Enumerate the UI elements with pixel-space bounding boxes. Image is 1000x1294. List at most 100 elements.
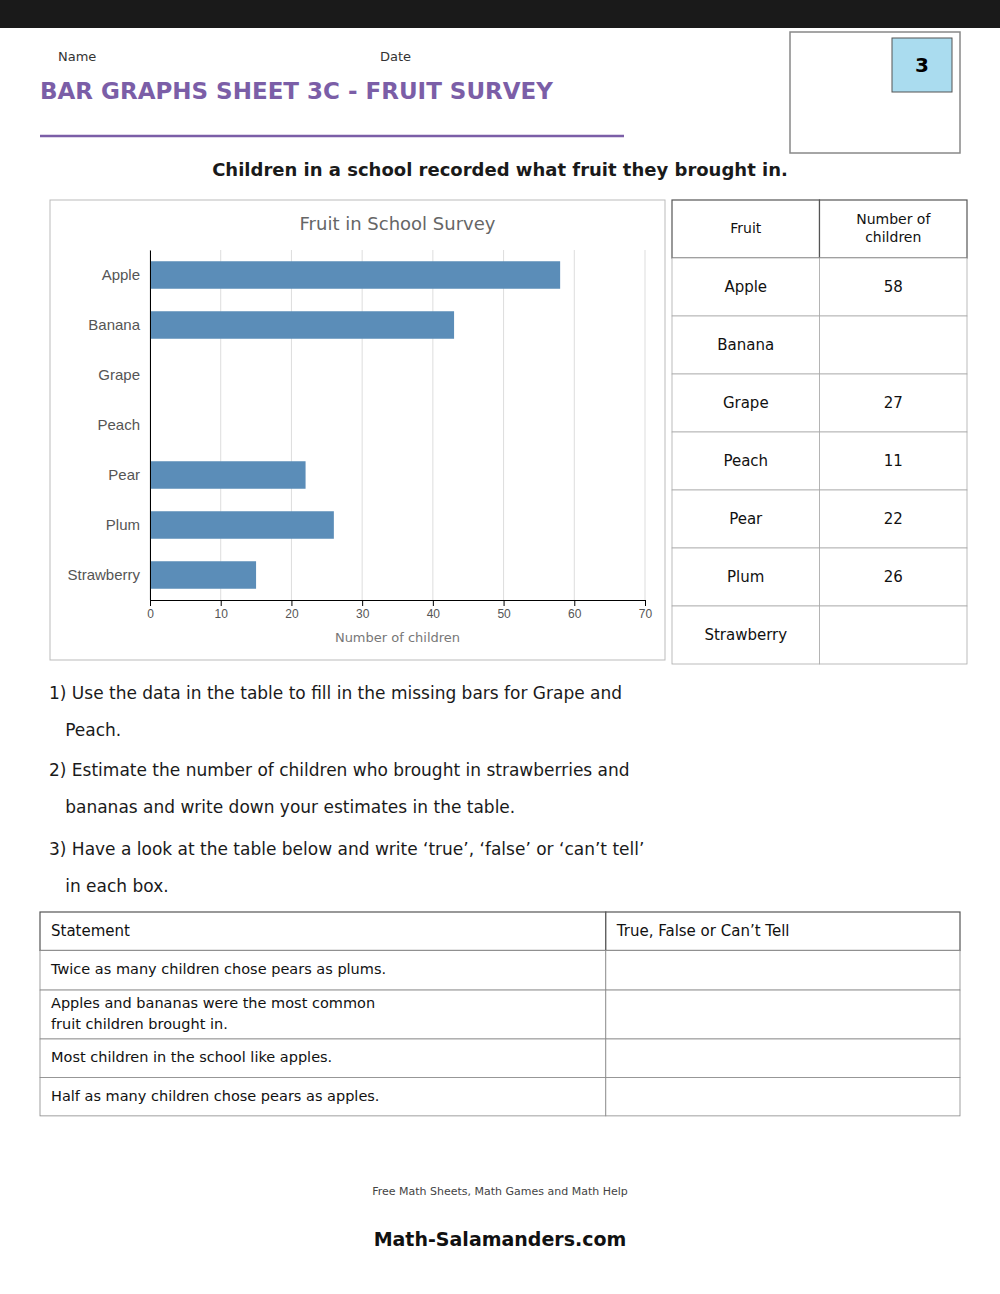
x-tick: 70 <box>639 600 653 621</box>
x-tick: 50 <box>497 600 511 621</box>
grid-line <box>291 250 292 600</box>
x-axis: 0 10 20 30 40 50 60 70 <box>147 600 652 621</box>
axis-line <box>151 601 646 607</box>
badge-frame <box>790 32 960 153</box>
bars <box>150 261 560 589</box>
table-cell <box>672 606 820 664</box>
tick-label: Pear <box>108 466 140 483</box>
y-tick: Plum <box>106 516 150 533</box>
tick-label: Apple <box>102 266 140 283</box>
table-value: 58 <box>884 278 903 296</box>
y-tick: Peach <box>97 416 150 433</box>
y-tick: Apple <box>102 266 150 283</box>
bar-chart: Fruit in School Survey 0 10 20 30 40 50 60 70 Num… <box>67 213 652 645</box>
grid-line <box>150 250 151 600</box>
tick-label: Banana <box>88 316 140 333</box>
instruction: 1) Use the data in the table to fill in … <box>49 683 622 703</box>
x-tick: 60 <box>568 600 582 621</box>
table-value: 22 <box>884 510 903 528</box>
title-underline <box>40 135 624 138</box>
tick-label: 40 <box>427 607 441 621</box>
tick-label: 50 <box>497 607 511 621</box>
table-cell <box>820 258 968 316</box>
grid-line <box>645 250 646 600</box>
grid-line <box>220 250 221 600</box>
tick-mark <box>291 600 292 606</box>
statement: Apples and bananas were the most commonf… <box>51 995 375 1032</box>
badge: 3 <box>790 32 960 153</box>
table-cell <box>672 374 820 432</box>
statement-cell <box>40 1039 606 1077</box>
grid-line <box>432 250 433 600</box>
grid-line <box>574 250 575 600</box>
tick-mark <box>221 600 222 606</box>
bar <box>150 461 306 489</box>
instruction: bananas and write down your estimates in… <box>49 797 515 817</box>
statement-cell <box>40 950 606 990</box>
grid <box>150 250 645 600</box>
instruction: Peach. <box>49 720 121 740</box>
table-cell <box>672 490 820 548</box>
bar <box>150 311 454 339</box>
statement-cell <box>40 1077 606 1115</box>
tick-label: Plum <box>106 516 140 533</box>
statement-header-cell <box>606 912 960 950</box>
table-cell <box>820 606 968 664</box>
table-cell <box>820 432 968 490</box>
statement-header: True, False or Can’t Tell <box>616 922 790 940</box>
tick-mark <box>433 600 434 606</box>
tick-label: 70 <box>639 607 653 621</box>
table-header-cell <box>672 200 820 258</box>
statement-cell <box>606 990 960 1039</box>
table-fruit: Banana <box>717 336 774 354</box>
tick-label: Strawberry <box>67 566 140 583</box>
statement: Most children in the school like apples. <box>51 1049 332 1065</box>
table-fruit: Pear <box>729 510 763 528</box>
data-table: FruitNumber ofchildrenApple58BananaGrape… <box>672 200 967 664</box>
badge-number-box <box>892 38 952 92</box>
statement: Half as many children chose pears as app… <box>51 1088 379 1104</box>
bar <box>150 511 334 539</box>
instruction: 3) Have a look at the table below and wr… <box>49 839 644 859</box>
tick-label: Grape <box>98 366 140 383</box>
table-fruit: Grape <box>723 394 769 412</box>
tick-label: 60 <box>568 607 582 621</box>
statement-header-cell <box>40 912 606 950</box>
table-header-cell <box>820 200 968 258</box>
statement-header: Statement <box>51 922 130 940</box>
table-fruit: Strawberry <box>704 626 787 644</box>
axis-line <box>150 251 151 601</box>
grid-line <box>362 250 363 600</box>
table-value: 26 <box>884 568 903 586</box>
chart-title: Fruit in School Survey <box>300 213 496 234</box>
instruction: in each box. <box>49 876 169 896</box>
table-fruit: Apple <box>724 278 767 296</box>
table-fruit: Peach <box>723 452 768 470</box>
statement-cell <box>40 990 606 1039</box>
instruction: 2) Estimate the number of children who b… <box>49 760 630 780</box>
y-tick: Grape <box>98 366 150 383</box>
x-axis-title: Number of children <box>335 630 460 645</box>
tick-mark <box>504 600 505 606</box>
y-tick: Pear <box>108 466 150 483</box>
top-bar <box>0 0 1000 28</box>
statement-table: StatementTrue, False or Can’t TellTwice … <box>40 912 960 1116</box>
table-value: 27 <box>884 394 903 412</box>
tick-mark <box>150 600 151 606</box>
date-label: Date <box>380 49 411 64</box>
tick-label: 30 <box>356 607 370 621</box>
x-tick: 20 <box>285 600 299 621</box>
subtitle: Children in a school recorded what fruit… <box>212 159 788 180</box>
x-tick: 30 <box>356 600 370 621</box>
table-value: 11 <box>884 452 903 470</box>
table-cell <box>820 374 968 432</box>
tick-mark <box>574 600 575 606</box>
bar <box>150 261 560 289</box>
statement-cell <box>606 950 960 990</box>
tick-label: 0 <box>147 607 154 621</box>
tick-label: 10 <box>215 607 229 621</box>
y-axis: Apple Banana Grape Peach Pear Plum Strawberry <box>67 251 150 601</box>
background <box>0 0 1000 1294</box>
footer-website: Math-Salamanders.com <box>374 1228 627 1250</box>
name-label: Name <box>58 49 96 64</box>
